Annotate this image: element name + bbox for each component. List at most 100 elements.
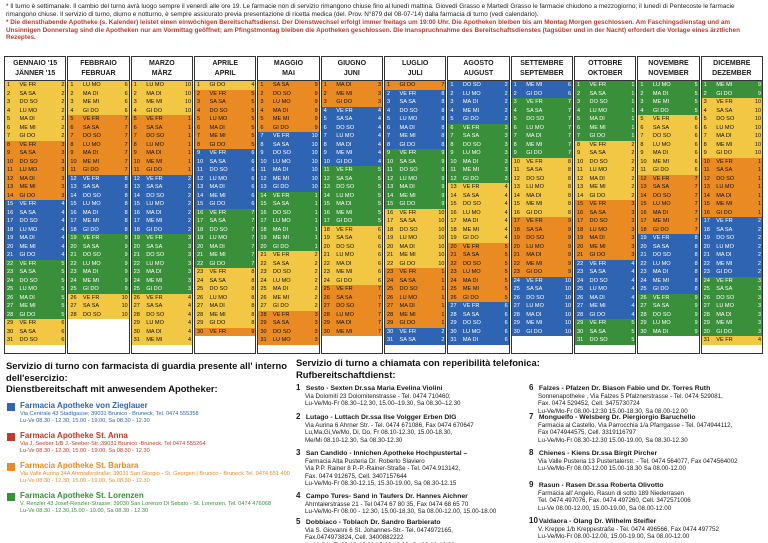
day-cell: 27 ME MI 5 <box>5 302 66 311</box>
month-1: FEBBRAIO FEBRUAR 1 LU MO 6 2 MA DI 6 3 ME MI 6 4… <box>67 56 130 354</box>
day-cell: 21 MA DI 9 <box>511 251 572 260</box>
day-cell: 25 GI DO 9 <box>68 285 129 294</box>
oncall-detail: Ahrntalerstrasse 21 - Tel 0474 67 80 35,… <box>305 500 469 508</box>
oncall-detail: Sonnenapotheke , Via Falzes 5 Pfalznerst… <box>538 392 723 400</box>
day-cell: 11 DO SO 9 <box>385 166 446 175</box>
oncall-detail: Me/Mi 08.10-12.30, Sa 08.30-12.30 <box>305 436 403 444</box>
day-cell: 17 ME MI 2 <box>131 217 192 226</box>
oncall-number: 9 <box>529 480 534 489</box>
day-cell: 20 DO SO 6 <box>321 242 382 251</box>
day-cell: 25 DO SO 8 <box>195 285 256 294</box>
month-9: OTTOBRE OKTOBER 1 VE FR 1 2 SA SA 1 3 DO SO 1 4 … <box>574 56 637 354</box>
oncall-detail: Fax 0474944575, Cell. 3319116797 <box>538 429 636 437</box>
day-cell: 16 MA DI 8 <box>68 208 129 217</box>
day-cell: 3 ME MI 10 <box>131 98 192 107</box>
day-cell: 29 ME MI 10 <box>511 319 572 328</box>
day-cell: 13 MA DI 6 <box>195 183 256 192</box>
day-cell: 10 SA SA 9 <box>385 157 446 166</box>
day-cell: 8 GI DO 8 <box>385 140 446 149</box>
day-cell: 25 DO SO 1 <box>385 285 446 294</box>
day-cell: 25 SA SA 3 <box>701 285 762 294</box>
day-cell: 19 VE FR 9 <box>68 234 129 243</box>
day-cell: 9 DO SO 10 <box>258 149 319 158</box>
day-cell: 9 ME MI 4 <box>321 149 382 158</box>
pharmacy-item: Farmacia Apotheke St. Barbara Via Valle A… <box>6 461 291 485</box>
day-cell: 4 DO SO 5 <box>195 106 256 115</box>
month-header: MARZO MÄRZ <box>130 56 193 80</box>
day-cell: 4 MA DI 9 <box>258 106 319 115</box>
day-cell: 18 DO SO 10 <box>385 225 446 234</box>
day-cell: 17 SA SA 10 <box>385 217 446 226</box>
day-cell: 22 LU MO 3 <box>131 259 192 268</box>
day-cell: 13 MA DI 9 <box>385 183 446 192</box>
oncall-title: Valdaora - Olang Dr. Wilhelm Steifler <box>537 518 657 525</box>
day-cell: 3 ME MI 5 <box>638 98 699 107</box>
day-cell: 14 ME MI 9 <box>385 191 446 200</box>
day-cell: 18 ME MI 4 <box>448 225 509 234</box>
day-cell: 11 GI DO 6 <box>638 166 699 175</box>
day-cell: 5 VE FR 6 <box>638 115 699 124</box>
day-cell: 14 VE FR 1 <box>258 191 319 200</box>
day-cell: 13 SA SA 2 <box>131 183 192 192</box>
day-cell: 7 VE FR 10 <box>258 132 319 141</box>
day-cell: 26 DO SO 3 <box>701 293 762 302</box>
day-cell: 21 DO SO 9 <box>68 251 129 260</box>
day-cell: 22 GI DO 7 <box>195 259 256 268</box>
month-6: LUGLIO JULI 1 GI DO 7 2 VE FR 8 3 SA SA 8 4 DO S… <box>384 56 447 354</box>
day-cell: 17 VE FR 9 <box>511 217 572 226</box>
day-cell: 16 SA SA 3 <box>575 208 636 217</box>
day-cell: 1 LU MO 6 <box>68 81 129 90</box>
month-7: AGOSTO AUGUST 1 DO SO 2 2 LU MO 2 3 MA DI 2 4 ME… <box>447 56 510 354</box>
day-cell: 6 SA SA 7 <box>68 123 129 132</box>
pharmacy-address: Via Valle Aurina 34A Ahrntalerstraße; 39… <box>20 470 290 477</box>
day-cell: 28 MA DI 3 <box>701 310 762 319</box>
day-cell: 23 DO SO 2 <box>258 268 319 277</box>
day-cell: 6 VE FR 3 <box>448 123 509 132</box>
day-cell: 17 GI DO 5 <box>321 217 382 226</box>
oncall-detail: Lu-Ve/Mo-Fr 08.00-12:30 15.00-18.30, Sa … <box>538 407 688 415</box>
oncall-title-de: Rufbereitschaftdienst: <box>296 368 396 380</box>
day-cell: 16 ME MI 5 <box>321 208 382 217</box>
day-cell: 6 ME MI 2 <box>5 123 66 132</box>
day-cell: 24 MA DI 5 <box>448 276 509 285</box>
day-cell: 14 DO SO 8 <box>68 191 129 200</box>
day-cell: 8 ME MI 10 <box>701 140 762 149</box>
month-header: MAGGIO MAI <box>257 56 320 80</box>
day-cell: 20 MA DI 7 <box>195 242 256 251</box>
day-cell: 2 GI DO 6 <box>511 89 572 98</box>
day-cell: 8 SA SA 10 <box>258 140 319 149</box>
oncall-number: 4 <box>296 491 301 500</box>
day-cell: 2 MA DI 5 <box>638 89 699 98</box>
oncall-number: 1 <box>296 383 301 392</box>
day-cell: 13 SA SA 7 <box>638 183 699 192</box>
day-cell: 26 LU MO 1 <box>385 293 446 302</box>
month-header: SETTEMBRE SEPTEMBER <box>510 56 573 80</box>
day-cell: 19 DO SO 2 <box>701 234 762 243</box>
day-cell: 21 DO SO 8 <box>638 251 699 260</box>
day-cell: 9 SA SA 3 <box>5 149 66 158</box>
oncall-item: 2 Lutago - Luttach Dr.ssa Ilse Volgger E… <box>296 413 528 444</box>
day-cell: 23 MA DI 3 <box>131 268 192 277</box>
day-cell: 11 MA DI 10 <box>258 166 319 175</box>
day-cell: 14 SA SA 4 <box>448 191 509 200</box>
day-cell: 21 GI DO 4 <box>5 251 66 260</box>
day-cell: 28 ME MI 1 <box>385 310 446 319</box>
oncall-title: Sesto - Sexten Dr.ssa Maria Evelina Viol… <box>304 385 443 392</box>
day-cell: 16 VE FR 10 <box>385 208 446 217</box>
day-cell: 22 ME MI 9 <box>511 259 572 268</box>
day-cell: 9 MA DI 6 <box>638 149 699 158</box>
day-cell: 26 GI DO 5 <box>448 293 509 302</box>
day-cell: 16 SA SA 4 <box>5 208 66 217</box>
day-cell: 13 SA SA 8 <box>68 183 129 192</box>
day-cell: 28 DO SO 10 <box>68 310 129 319</box>
day-cell: 7 GI DO 2 <box>5 132 66 141</box>
oncall-title: Rasun - Rasen Dr.ssa Roberta Olivotto <box>537 482 664 489</box>
day-cell: 23 LU MO 5 <box>448 268 509 277</box>
day-cell: 22 LU MO 8 <box>638 259 699 268</box>
day-cell: 6 LU MO 7 <box>511 123 572 132</box>
day-cell: 7 GI DO 1 <box>575 132 636 141</box>
day-cell: 15 LU MO 8 <box>68 200 129 209</box>
day-cell: 1 GI DO 7 <box>385 81 446 90</box>
oncall-detail: Lu-Ve/Mo-Fr 08.30–12.30, 15.00–19.30, Sa… <box>305 400 461 408</box>
day-cell: 21 VE FR 2 <box>258 251 319 260</box>
